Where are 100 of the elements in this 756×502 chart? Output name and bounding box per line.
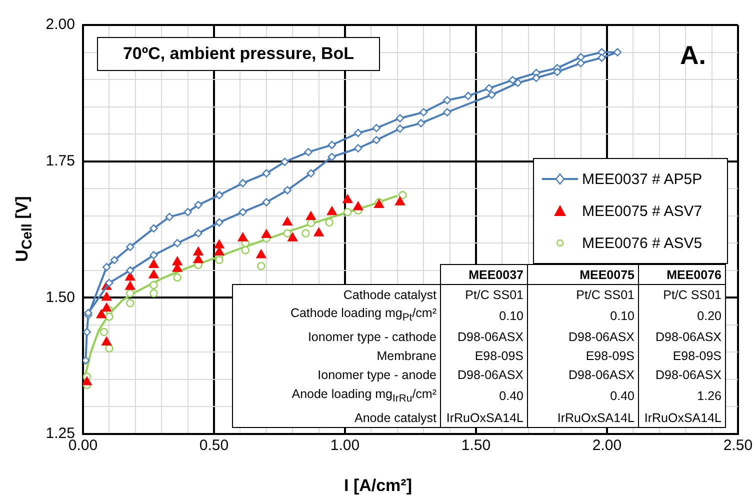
annotation: D98-06ASX <box>440 328 527 346</box>
point <box>102 292 112 301</box>
x-tick-label: 1.00 <box>330 437 360 454</box>
point <box>241 246 250 254</box>
annotation: 0.10 <box>527 304 638 328</box>
point <box>105 344 114 352</box>
point <box>304 148 312 156</box>
annotation: 0.20 <box>638 304 725 328</box>
point <box>354 128 362 138</box>
annotation: D98-06ASX <box>527 366 638 384</box>
point <box>354 144 362 152</box>
annotation: D98-06ASX <box>440 366 527 384</box>
point <box>257 262 266 270</box>
point <box>398 191 407 200</box>
point <box>238 179 247 188</box>
point <box>396 114 404 122</box>
point <box>173 239 182 248</box>
x-tick-label: 1.50 <box>461 437 491 454</box>
point <box>280 158 289 166</box>
legend-label: MEE0075 # ASV7 <box>582 202 702 220</box>
x-axis-title: I [A/cm²] <box>343 476 413 496</box>
point <box>110 256 119 264</box>
point <box>342 194 353 204</box>
point <box>194 200 202 210</box>
point <box>613 48 622 56</box>
point <box>372 124 381 132</box>
point <box>148 259 159 268</box>
point <box>395 196 405 206</box>
point <box>215 218 224 227</box>
point <box>325 218 334 227</box>
point <box>314 228 324 236</box>
y-tick-label: 1.75 <box>46 152 75 170</box>
x-tick-label: 0.50 <box>199 437 229 454</box>
point <box>214 246 224 256</box>
point <box>443 108 452 116</box>
point <box>194 229 202 238</box>
annotation: D98-06ASX <box>638 328 725 346</box>
annotation: Cathode loading mg$_{Pt}$/cm² <box>232 304 440 328</box>
annotation: D98-06ASX <box>638 366 725 384</box>
point <box>464 92 472 100</box>
point <box>83 376 92 386</box>
point <box>553 68 562 76</box>
point <box>184 208 192 216</box>
point <box>150 289 158 298</box>
annotation: IrRuOxSA14L <box>440 408 527 428</box>
point <box>485 84 494 92</box>
point <box>396 124 404 133</box>
annotation: E98-09S <box>440 346 527 366</box>
point <box>105 312 114 321</box>
point <box>126 266 134 274</box>
point <box>326 206 337 216</box>
annotation: D98-06ASX <box>527 328 638 346</box>
annotation: Membrane <box>232 346 440 366</box>
point <box>288 232 298 242</box>
point <box>83 356 90 364</box>
point <box>328 152 336 162</box>
point <box>262 169 270 178</box>
point <box>150 251 158 260</box>
point <box>150 224 158 233</box>
point <box>282 216 292 226</box>
annotation: IrRuOxSA14L <box>638 408 725 428</box>
point <box>508 76 517 84</box>
annotation: E98-09S <box>527 346 638 366</box>
point <box>283 186 292 194</box>
point <box>102 263 111 272</box>
point <box>306 211 316 220</box>
y-tick-label: 2.00 <box>46 16 75 34</box>
point <box>328 140 336 150</box>
point <box>344 208 352 216</box>
annotation: A. <box>680 40 706 71</box>
point <box>238 232 248 242</box>
point <box>193 246 204 256</box>
x-tick-label: 2.50 <box>723 437 753 454</box>
point <box>353 202 364 210</box>
annotation: 1.26 <box>638 384 725 408</box>
annotation: Ionomer type - anode <box>232 366 440 384</box>
point <box>126 242 134 252</box>
annotation: Anode catalyst <box>232 408 440 428</box>
annotation: Pt/C SS01 <box>527 284 638 304</box>
point <box>125 281 136 290</box>
point <box>126 289 134 298</box>
annotation: MEE0076 <box>638 264 725 284</box>
annotation: MEE0037 <box>440 264 527 284</box>
point <box>83 328 92 336</box>
annotation: Pt/C SS01 <box>638 284 725 304</box>
annotation: IrRuOxSA14L <box>527 408 638 428</box>
point <box>102 336 112 346</box>
point <box>148 270 159 278</box>
point <box>416 119 426 128</box>
point <box>96 310 106 318</box>
point <box>214 240 224 248</box>
point <box>488 90 496 99</box>
point <box>172 256 182 266</box>
point <box>238 208 247 216</box>
point <box>302 229 310 238</box>
point <box>256 250 266 258</box>
point <box>102 302 112 312</box>
point <box>598 54 606 62</box>
point <box>283 229 292 238</box>
legend-label: MEE0076 # ASV5 <box>582 234 702 252</box>
